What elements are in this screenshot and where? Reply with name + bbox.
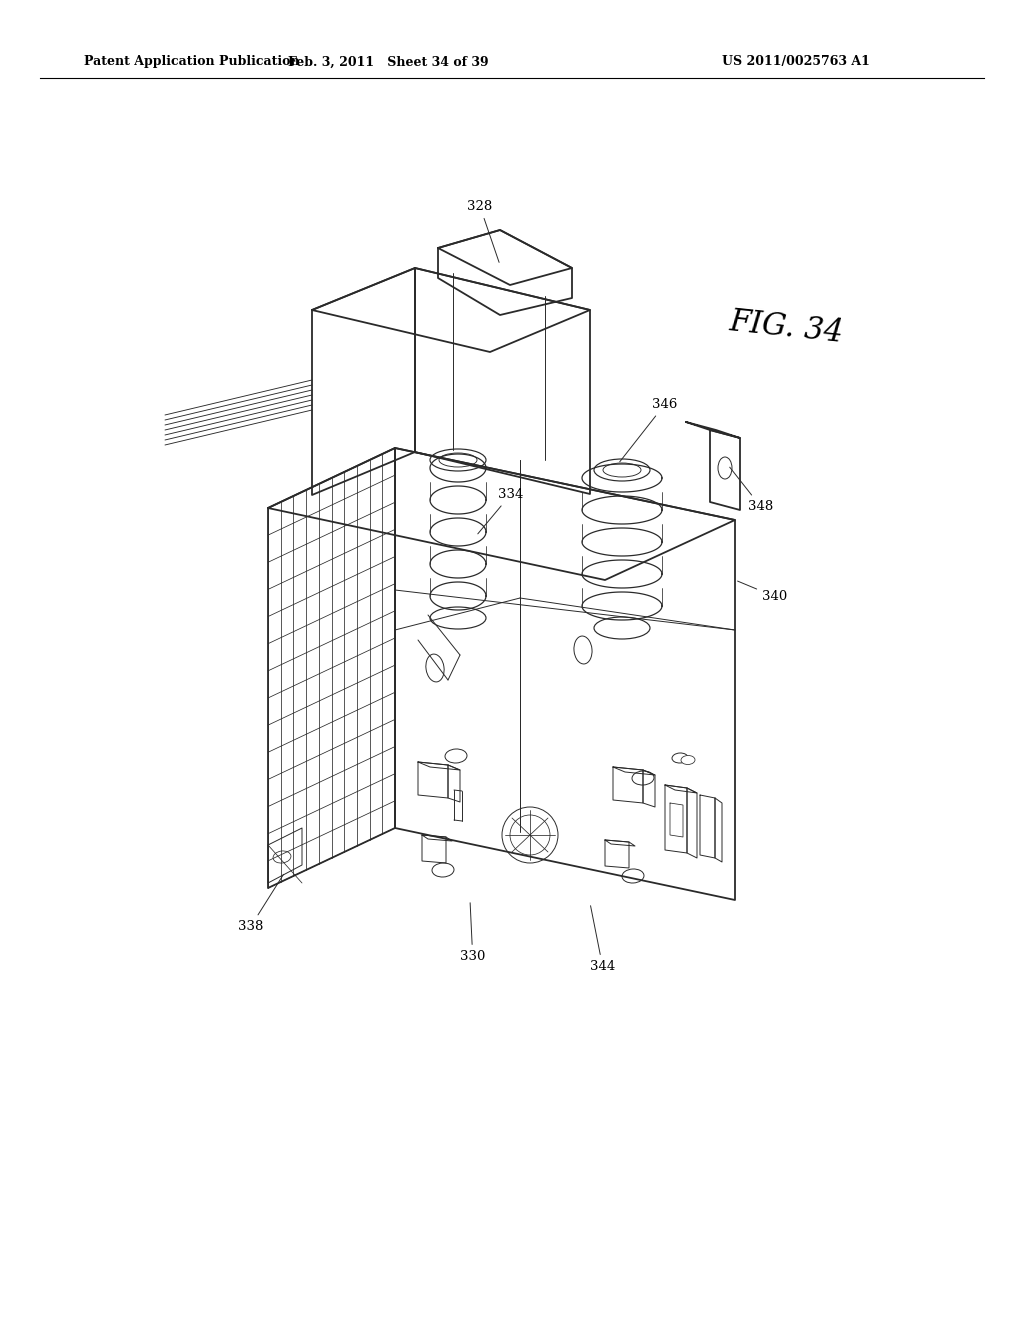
Text: 340: 340 — [737, 581, 787, 603]
Ellipse shape — [672, 752, 688, 763]
Ellipse shape — [426, 655, 444, 682]
Ellipse shape — [573, 636, 592, 664]
Ellipse shape — [622, 869, 644, 883]
Ellipse shape — [430, 449, 486, 471]
Text: 330: 330 — [460, 903, 485, 964]
Ellipse shape — [718, 457, 732, 479]
Text: US 2011/0025763 A1: US 2011/0025763 A1 — [722, 55, 870, 69]
Text: 344: 344 — [590, 906, 615, 973]
Ellipse shape — [594, 459, 650, 480]
Ellipse shape — [632, 771, 654, 785]
Ellipse shape — [430, 607, 486, 630]
Text: 328: 328 — [467, 201, 499, 263]
Ellipse shape — [603, 463, 641, 477]
Ellipse shape — [439, 453, 477, 467]
Ellipse shape — [681, 755, 695, 764]
Text: 334: 334 — [478, 488, 523, 533]
Text: 346: 346 — [620, 399, 677, 462]
Text: FIG. 34: FIG. 34 — [728, 306, 845, 350]
Ellipse shape — [432, 863, 454, 876]
Ellipse shape — [445, 748, 467, 763]
Text: 348: 348 — [730, 467, 773, 513]
Ellipse shape — [273, 851, 291, 863]
Text: 338: 338 — [238, 874, 284, 933]
Ellipse shape — [594, 616, 650, 639]
Text: Patent Application Publication: Patent Application Publication — [84, 55, 299, 69]
Text: Feb. 3, 2011   Sheet 34 of 39: Feb. 3, 2011 Sheet 34 of 39 — [288, 55, 488, 69]
